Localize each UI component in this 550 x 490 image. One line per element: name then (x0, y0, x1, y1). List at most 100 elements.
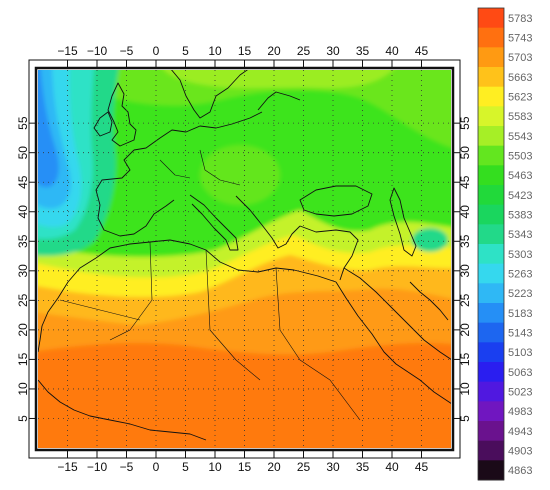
colorbar-label: 5463 (508, 170, 532, 182)
lon-label-bottom: 40 (385, 460, 399, 474)
lon-label-top: 35 (356, 44, 370, 58)
colorbar-label: 5103 (508, 347, 532, 359)
colorbar-swatch (478, 27, 504, 48)
colorbar-label: 5343 (508, 229, 532, 241)
lat-label-left: 35 (16, 234, 30, 248)
lon-label-bottom: −5 (120, 460, 134, 474)
lat-label-left: 25 (16, 293, 30, 307)
lon-label-top: 25 (297, 44, 311, 58)
colorbar-label: 5263 (508, 269, 532, 281)
colorbar-swatch (478, 126, 504, 147)
colorbar-swatch (478, 263, 504, 284)
lon-label-bottom: 15 (238, 460, 252, 474)
colorbar-label: 5143 (508, 328, 532, 340)
lat-label-right: 5 (458, 415, 472, 422)
colorbar-swatch (478, 165, 504, 186)
colorbar-swatch (478, 67, 504, 88)
axis-ticks: −15−15−10−10−5−5005510101515202025253030… (16, 44, 472, 474)
colorbar-label: 5743 (508, 33, 532, 45)
colorbar-swatch (478, 421, 504, 442)
lon-label-top: 20 (267, 44, 281, 58)
lat-label-left: 5 (16, 415, 30, 422)
lon-label-top: −15 (57, 44, 78, 58)
lat-label-left: 45 (16, 175, 30, 189)
colorbar-label: 4943 (508, 426, 532, 438)
lon-label-bottom: 30 (326, 460, 340, 474)
lon-label-top: 5 (182, 44, 189, 58)
lon-label-bottom: −15 (57, 460, 78, 474)
lat-label-left: 30 (16, 264, 30, 278)
colorbar-label: 4983 (508, 406, 532, 418)
lon-label-bottom: 20 (267, 460, 281, 474)
lon-label-bottom: 10 (208, 460, 222, 474)
lat-label-left: 50 (16, 146, 30, 160)
lat-label-left: 10 (16, 382, 30, 396)
lat-label-right: 55 (458, 116, 472, 130)
lat-label-left: 15 (16, 352, 30, 366)
colorbar-swatch (478, 322, 504, 343)
colorbar-swatch (478, 342, 504, 363)
lon-label-top: 45 (415, 44, 429, 58)
colorbar: 5783 5743 5703 5663 5623 5583 5543 5503 5463 5423… (477, 7, 532, 481)
lon-label-top: 40 (385, 44, 399, 58)
colorbar-label: 5663 (508, 72, 532, 84)
colorbar-label: 5423 (508, 190, 532, 202)
colorbar-swatch (478, 224, 504, 245)
lon-label-bottom: 35 (356, 460, 370, 474)
colorbar-swatch (478, 185, 504, 206)
colorbar-swatch (478, 303, 504, 324)
lon-label-top: −10 (87, 44, 108, 58)
colorbar-label: 5063 (508, 367, 532, 379)
lat-label-left: 20 (16, 323, 30, 337)
colorbar-frame (477, 7, 505, 481)
colorbar-swatch (478, 244, 504, 265)
lon-label-top: −5 (120, 44, 134, 58)
colorbar-label: 4863 (508, 465, 532, 477)
colorbar-swatch (478, 86, 504, 107)
lat-label-right: 25 (458, 293, 472, 307)
colorbar-label: 5543 (508, 131, 532, 143)
lat-label-left: 40 (16, 205, 30, 219)
colorbar-swatch (478, 440, 504, 461)
lat-label-left: 55 (16, 116, 30, 130)
lat-label-right: 30 (458, 264, 472, 278)
lon-label-bottom: 0 (153, 460, 160, 474)
lon-label-top: 30 (326, 44, 340, 58)
colorbar-label: 5623 (508, 92, 532, 104)
colorbar-swatch (478, 381, 504, 402)
colorbar-swatch (478, 283, 504, 304)
colorbar-label: 5023 (508, 387, 532, 399)
graticule-dotted (38, 70, 451, 448)
lon-label-bottom: 5 (182, 460, 189, 474)
colorbar-label: 5703 (508, 52, 532, 64)
lat-label-right: 45 (458, 175, 472, 189)
lat-label-right: 20 (458, 323, 472, 337)
colorbar-label: 5583 (508, 111, 532, 123)
colorbar-swatch (478, 362, 504, 383)
lat-label-right: 15 (458, 352, 472, 366)
lon-label-bottom: 25 (297, 460, 311, 474)
colorbar-label: 5503 (508, 151, 532, 163)
colorbar-label: 5303 (508, 249, 532, 261)
colorbar-swatch (478, 401, 504, 422)
colorbar-label: 5783 (508, 13, 532, 25)
colorbar-swatch (478, 145, 504, 166)
colorbar-swatch (478, 47, 504, 68)
colorbar-label: 4903 (508, 446, 532, 458)
lon-label-top: 15 (238, 44, 252, 58)
lon-label-bottom: −10 (87, 460, 108, 474)
lat-label-right: 40 (458, 205, 472, 219)
colorbar-swatch (478, 8, 504, 29)
colorbar-swatch (478, 204, 504, 225)
lon-label-top: 10 (208, 44, 222, 58)
lon-label-top: 0 (153, 44, 160, 58)
colorbar-label: 5223 (508, 288, 532, 300)
colorbar-swatch (478, 460, 504, 481)
lat-label-right: 50 (458, 146, 472, 160)
lat-label-right: 35 (458, 234, 472, 248)
colorbar-swatch (478, 106, 504, 127)
colorbar-label: 5383 (508, 210, 532, 222)
lat-label-right: 10 (458, 382, 472, 396)
height-field (38, 70, 451, 448)
